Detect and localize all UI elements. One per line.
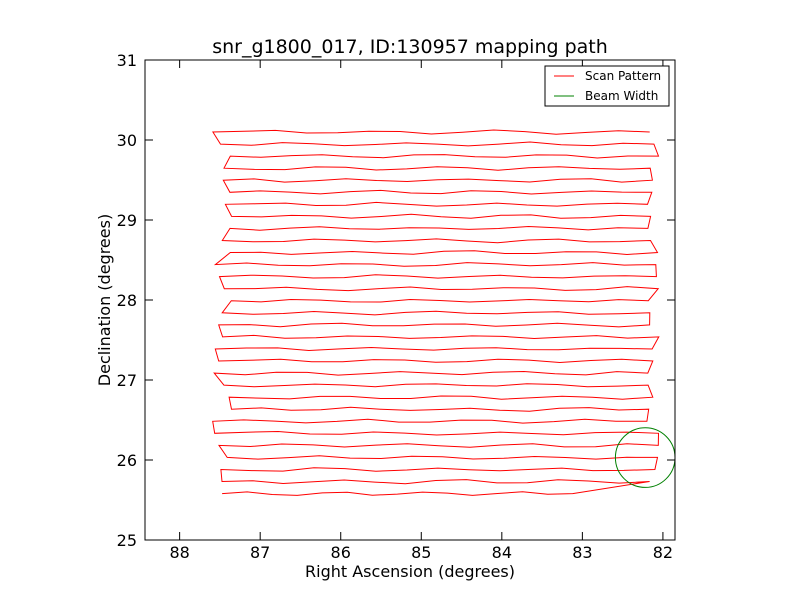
scan-pattern-line <box>212 129 660 496</box>
x-tick-label: 85 <box>411 543 431 562</box>
legend: Scan Pattern Beam Width <box>544 65 670 107</box>
y-tick-label: 31 <box>117 51 137 70</box>
legend-label-scan-pattern: Scan Pattern <box>585 69 661 83</box>
y-tick-label: 29 <box>117 211 137 230</box>
y-axis-label: Declination (degrees) <box>95 214 114 386</box>
x-tick-label: 84 <box>492 543 512 562</box>
y-tick-label: 26 <box>117 451 137 470</box>
y-axis: 25 26 27 28 29 30 31 <box>117 51 675 550</box>
y-tick-label: 28 <box>117 291 137 310</box>
x-tick-label: 88 <box>169 543 189 562</box>
x-axis: 88 87 86 85 84 83 82 <box>169 60 673 562</box>
scan-pattern-series <box>212 129 660 496</box>
x-tick-label: 87 <box>250 543 270 562</box>
y-tick-label: 25 <box>117 531 137 550</box>
legend-box <box>544 65 670 107</box>
x-tick-label: 82 <box>653 543 673 562</box>
chart-title: snr_g1800_017, ID:130957 mapping path <box>212 36 608 58</box>
y-tick-label: 30 <box>117 131 137 150</box>
y-tick-label: 27 <box>117 371 137 390</box>
x-tick-label: 83 <box>572 543 592 562</box>
x-tick-label: 86 <box>331 543 351 562</box>
legend-label-beam-width: Beam Width <box>585 89 658 103</box>
x-axis-label: Right Ascension (degrees) <box>305 562 515 581</box>
